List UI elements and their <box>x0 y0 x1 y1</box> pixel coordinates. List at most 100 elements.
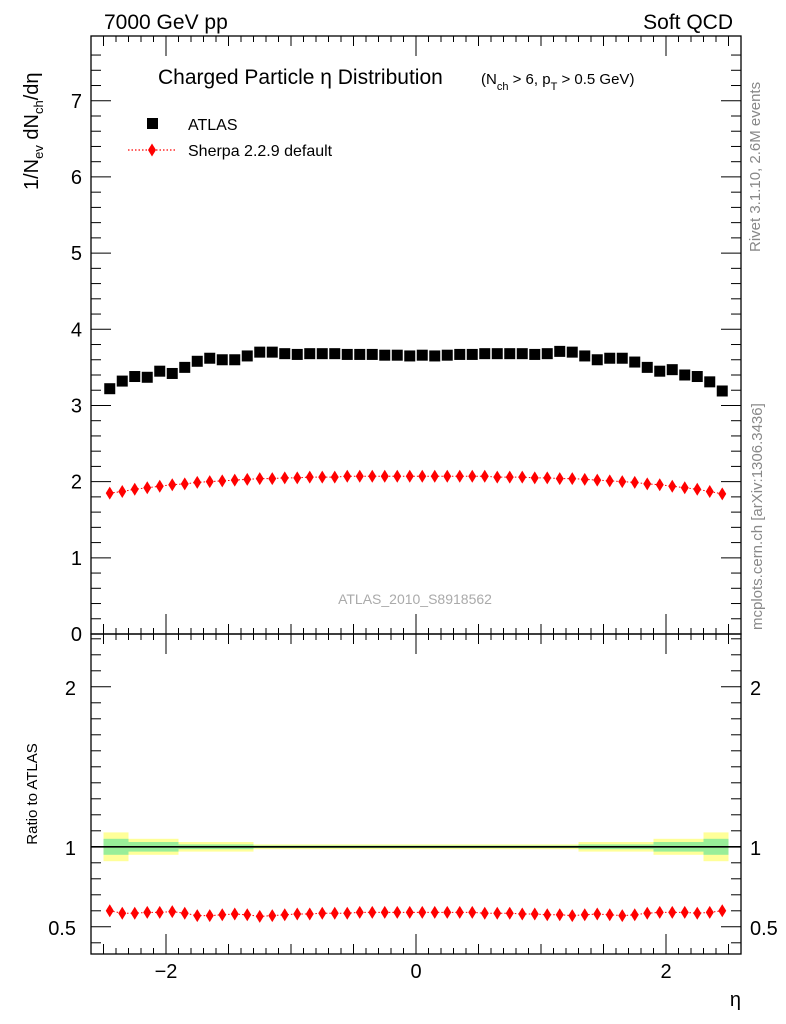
sherpa-ratio-point <box>705 905 714 919</box>
ylabel-part-1: ev <box>31 145 46 159</box>
ratio-plot-frame <box>90 633 742 955</box>
sherpa-main-point <box>455 469 464 483</box>
ratio-uncertainty-bands <box>91 832 741 862</box>
atlas-point <box>129 371 141 383</box>
sherpa-main-point <box>330 470 339 484</box>
sherpa-main-point <box>405 469 414 483</box>
x-tick-label: 0 <box>410 961 421 983</box>
sherpa-main-point <box>480 469 489 483</box>
sherpa-ratio-point <box>105 904 114 918</box>
atlas-point <box>379 349 391 361</box>
atlas-point <box>191 355 203 367</box>
sherpa-main-point <box>555 472 564 486</box>
sherpa-main-point <box>280 471 289 485</box>
sherpa-main-point <box>230 473 239 487</box>
atlas-point <box>366 348 378 360</box>
analysis-watermark: ATLAS_2010_S8918562 <box>338 591 492 607</box>
subtitle-part-1: ch <box>497 81 509 93</box>
sherpa-ratio-point <box>330 906 339 920</box>
x-tick-label: −2 <box>155 961 178 983</box>
sherpa-ratio-point <box>405 905 414 919</box>
header-left: 7000 GeV pp <box>104 11 228 34</box>
sherpa-main-point <box>293 471 302 485</box>
atlas-point <box>466 348 478 360</box>
sherpa-main-point <box>580 472 589 486</box>
sherpa-ratio-point <box>480 906 489 920</box>
sherpa-main-point <box>343 469 352 483</box>
sherpa-main-point <box>568 472 577 486</box>
sherpa-main-point <box>618 475 627 489</box>
sherpa-main-point <box>355 469 364 483</box>
atlas-point <box>529 348 541 360</box>
sherpa-main-point <box>530 471 539 485</box>
atlas-point <box>679 369 691 381</box>
ratio-axis-ticks: 0.5 0.5 1 1 2 2 −2 0 2 <box>48 634 778 983</box>
sherpa-main-point <box>693 482 702 496</box>
atlas-point <box>479 348 491 360</box>
sherpa-ratio-point <box>693 906 702 920</box>
sherpa-ratio-point <box>680 905 689 919</box>
sherpa-main-point <box>668 479 677 493</box>
sherpa-ratio-point <box>255 909 264 923</box>
sherpa-ratio-point <box>230 907 239 921</box>
sherpa-ratio-point <box>643 906 652 920</box>
sherpa-main-point <box>630 475 639 489</box>
atlas-point <box>516 348 528 360</box>
atlas-point <box>154 365 166 377</box>
ylabel-part-2: dN <box>21 114 43 145</box>
sherpa-main-point <box>268 472 277 486</box>
atlas-point <box>629 356 641 368</box>
sherpa-ratio-point <box>543 908 552 922</box>
sherpa-main-point <box>505 470 514 484</box>
sherpa-ratio-point <box>593 907 602 921</box>
atlas-point <box>116 375 128 387</box>
atlas-point <box>204 352 216 364</box>
ratio-y-tick-label-left: 2 <box>65 678 76 700</box>
sherpa-main-point <box>655 478 664 492</box>
sherpa-ratio-point <box>368 905 377 919</box>
atlas-point <box>279 348 291 360</box>
sherpa-ratio-point <box>468 905 477 919</box>
sherpa-main-point <box>243 472 252 486</box>
atlas-point <box>504 348 516 360</box>
sherpa-ratio-point <box>143 905 152 919</box>
main-y-tick-label: 1 <box>71 548 82 570</box>
main-data-points <box>104 345 728 501</box>
sherpa-main-point <box>443 469 452 483</box>
atlas-point <box>616 352 628 364</box>
atlas-point <box>304 348 316 360</box>
sherpa-ratio-point <box>518 907 527 921</box>
atlas-point <box>491 348 503 360</box>
atlas-point <box>554 345 566 357</box>
atlas-point <box>216 354 228 366</box>
sherpa-main-point <box>680 481 689 495</box>
legend-atlas-marker <box>147 118 158 129</box>
atlas-point <box>316 348 328 360</box>
sherpa-main-point <box>130 482 139 496</box>
atlas-point <box>641 361 653 373</box>
sherpa-main-point <box>605 474 614 488</box>
main-y-tick-label: 3 <box>71 395 82 417</box>
sherpa-ratio-point <box>568 909 577 923</box>
atlas-point <box>666 364 678 376</box>
sherpa-main-point <box>518 470 527 484</box>
sherpa-ratio-point <box>280 908 289 922</box>
sherpa-ratio-point <box>668 905 677 919</box>
sherpa-main-point <box>718 487 727 501</box>
atlas-point <box>604 352 616 364</box>
ratio-y-tick-label-right: 2 <box>750 678 761 700</box>
sherpa-ratio-point <box>305 907 314 921</box>
mcplots-label: mcplots.cern.ch [arXiv:1306.3436] <box>749 403 766 630</box>
sherpa-main-point <box>155 479 164 493</box>
sherpa-ratio-point <box>155 905 164 919</box>
sherpa-main-point <box>493 470 502 484</box>
sherpa-ratio-point <box>655 905 664 919</box>
atlas-point <box>166 367 178 379</box>
atlas-point <box>141 371 153 383</box>
atlas-point <box>591 354 603 366</box>
sherpa-main-point <box>218 474 227 488</box>
sherpa-ratio-point <box>118 906 127 920</box>
sherpa-ratio-point <box>505 906 514 920</box>
atlas-point <box>454 348 466 360</box>
